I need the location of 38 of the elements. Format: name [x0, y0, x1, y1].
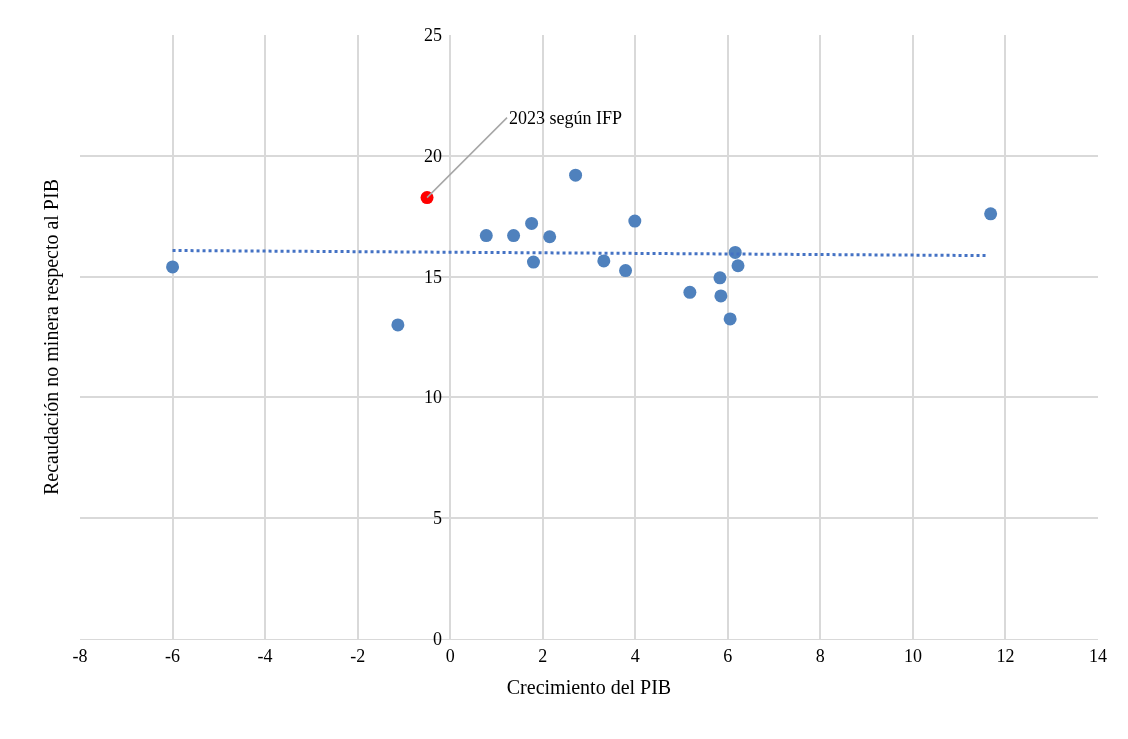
point — [420, 191, 434, 205]
x-axis-title: Crecimiento del PIB — [506, 676, 672, 699]
x-tick-label: 12 — [996, 645, 1015, 666]
point — [731, 259, 745, 273]
annotation: 2023 según IFP — [509, 108, 623, 128]
point — [507, 229, 521, 243]
point — [526, 255, 540, 269]
x-tick-label: 2 — [538, 645, 548, 666]
x-tick-label: -8 — [72, 645, 88, 666]
point — [525, 216, 539, 230]
point — [683, 285, 697, 299]
y-tick-label: 15 — [424, 267, 442, 287]
point — [166, 260, 180, 274]
y-axis-title: Recaudación no minera respecto al PIB — [39, 179, 63, 495]
point — [984, 207, 998, 221]
x-tick-label: 10 — [903, 645, 922, 666]
y-tick-label: 5 — [433, 508, 442, 528]
x-tick-label: 8 — [815, 645, 825, 666]
y-tick-label: 20 — [424, 146, 442, 166]
y-tick-label: 25 — [424, 25, 442, 45]
point — [714, 289, 728, 303]
point — [569, 168, 583, 182]
x-tick-label: -2 — [350, 645, 366, 666]
point — [628, 214, 642, 228]
x-tick-label: -6 — [165, 645, 181, 666]
point — [479, 229, 493, 243]
point — [723, 312, 737, 326]
x-tick-label: 4 — [630, 645, 640, 666]
y-tick-label: 0 — [433, 629, 442, 649]
x-tick-label: -4 — [257, 645, 273, 666]
y-tick-label: 10 — [424, 387, 442, 407]
x-tick-label: 14 — [1089, 645, 1107, 666]
point — [597, 254, 611, 268]
point — [619, 264, 633, 278]
point — [391, 318, 405, 332]
point — [713, 271, 727, 285]
point — [543, 230, 557, 244]
x-tick-label: 6 — [723, 645, 733, 666]
